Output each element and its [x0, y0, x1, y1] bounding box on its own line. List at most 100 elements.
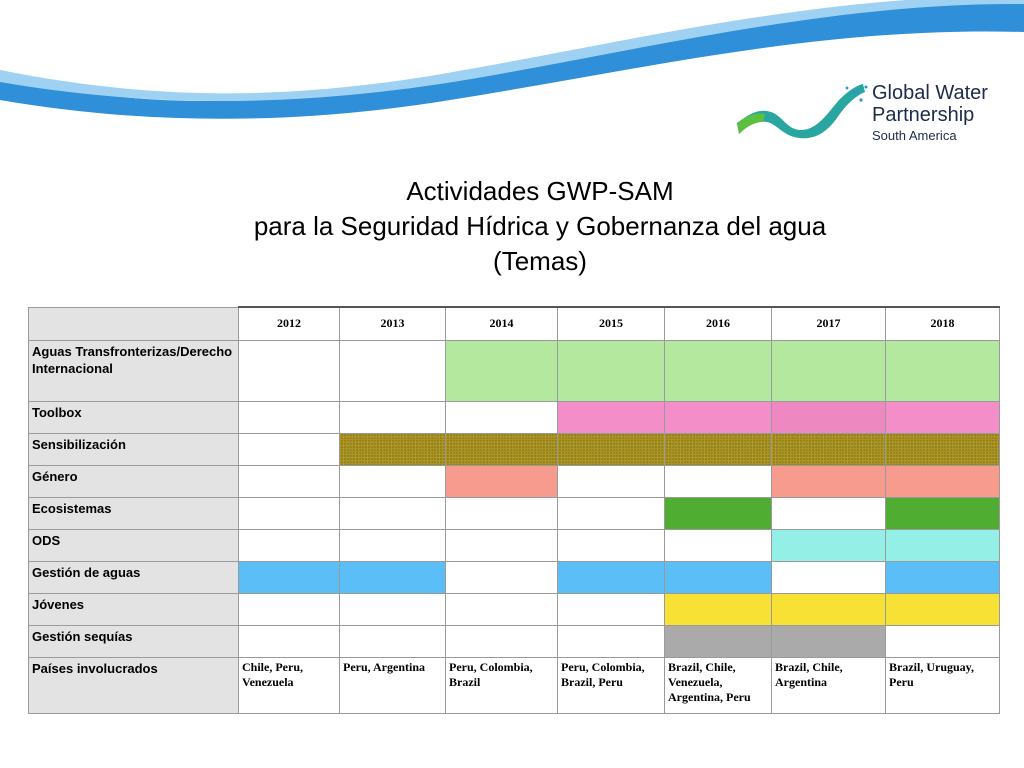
activity-cell-filled	[885, 339, 1000, 402]
row-label: Toolbox	[28, 400, 239, 434]
activity-cell-filled	[664, 400, 772, 434]
activity-cell-empty	[339, 339, 446, 402]
year-header: 2017	[771, 306, 886, 341]
activity-cell-filled	[771, 624, 886, 658]
activity-cell-empty	[445, 592, 558, 626]
activity-cell-filled	[664, 560, 772, 594]
activity-cell-empty	[238, 339, 340, 402]
activity-cell-filled	[445, 432, 558, 466]
year-header: 2018	[885, 306, 1000, 341]
activity-cell-filled	[885, 560, 1000, 594]
row-label: Jóvenes	[28, 592, 239, 626]
activity-cell-empty	[238, 496, 340, 530]
activity-cell-empty	[238, 464, 340, 498]
year-header: 2013	[339, 306, 446, 341]
header-corner-cell	[28, 306, 239, 341]
activity-cell-empty	[664, 464, 772, 498]
activity-cell-empty	[238, 432, 340, 466]
activity-cell-filled	[664, 592, 772, 626]
activity-cell-filled	[557, 400, 665, 434]
activity-cell-filled	[771, 432, 886, 466]
page-title: Actividades GWP-SAM para la Seguridad Hí…	[0, 174, 1024, 279]
activities-table: 2012 2013 2014 2015 2016 2017 2018 Aguas…	[28, 306, 1000, 714]
title-line-2: para la Seguridad Hídrica y Gobernanza d…	[253, 211, 827, 241]
activity-cell-empty	[557, 528, 665, 562]
activity-cell-filled	[445, 464, 558, 498]
activity-cell-empty	[238, 528, 340, 562]
activity-cell-empty	[339, 496, 446, 530]
activity-cell-empty	[339, 528, 446, 562]
activity-cell-empty	[238, 592, 340, 626]
activity-cell-filled	[339, 560, 446, 594]
row-label: Sensibilización	[28, 432, 239, 466]
activity-cell-filled	[885, 400, 1000, 434]
activity-cell-empty	[339, 592, 446, 626]
activity-cell-empty	[771, 560, 886, 594]
title-line-3: (Temas)	[493, 246, 587, 276]
activity-cell-filled	[771, 400, 886, 434]
activity-cell-filled	[664, 339, 772, 402]
countries-row: Países involucrados Chile, Peru, Venezue…	[28, 656, 1000, 714]
activity-cell-empty	[445, 496, 558, 530]
activity-cell-empty	[557, 464, 665, 498]
activity-cell-filled	[771, 464, 886, 498]
countries-cell: Brazil, Uruguay, Peru	[885, 656, 1000, 714]
year-header-row: 2012 2013 2014 2015 2016 2017 2018	[28, 306, 1000, 341]
activity-cell-filled	[885, 496, 1000, 530]
activity-cell-empty	[339, 464, 446, 498]
header-wave-graphic	[0, 0, 1024, 119]
activity-cell-filled	[557, 432, 665, 466]
gwp-logo: Global Water Partnership South America	[735, 78, 1015, 148]
row-label: Género	[28, 464, 239, 498]
activity-cell-empty	[557, 496, 665, 530]
activity-cell-empty	[445, 624, 558, 658]
year-header: 2012	[238, 306, 340, 341]
countries-cell: Peru, Argentina	[339, 656, 446, 714]
logo-line-2: Partnership	[872, 104, 975, 126]
year-header: 2014	[445, 306, 558, 341]
activity-cell-filled	[771, 592, 886, 626]
activity-cell-filled	[557, 560, 665, 594]
activity-cell-filled	[664, 496, 772, 530]
activity-cell-filled	[445, 339, 558, 402]
activity-cell-empty	[557, 592, 665, 626]
row-label: Gestión sequías	[28, 624, 239, 658]
activity-cell-filled	[885, 432, 1000, 466]
year-header: 2015	[557, 306, 665, 341]
water-splash-icon	[737, 84, 868, 139]
activity-cell-empty	[664, 528, 772, 562]
theme-row: Gestión de aguas	[28, 560, 1000, 594]
activity-cell-filled	[664, 624, 772, 658]
theme-row: Aguas Transfronterizas/Derecho Internaci…	[28, 339, 1000, 402]
theme-row: Sensibilización	[28, 432, 1000, 466]
activity-cell-empty	[339, 400, 446, 434]
logo-line-3: South America	[872, 128, 957, 143]
logo-line-1: Global Water	[872, 82, 988, 104]
activity-cell-filled	[339, 432, 446, 466]
activity-cell-empty	[557, 624, 665, 658]
activity-cell-filled	[885, 592, 1000, 626]
year-header: 2016	[664, 306, 772, 341]
countries-cell: Peru, Colombia, Brazil, Peru	[557, 656, 665, 714]
theme-row: Toolbox	[28, 400, 1000, 434]
activity-cell-empty	[885, 624, 1000, 658]
row-label: Aguas Transfronterizas/Derecho Internaci…	[28, 339, 239, 402]
row-label: ODS	[28, 528, 239, 562]
row-label: Países involucrados	[28, 656, 239, 714]
activity-cell-empty	[445, 400, 558, 434]
activity-cell-empty	[771, 496, 886, 530]
activity-cell-empty	[238, 400, 340, 434]
activity-cell-empty	[445, 560, 558, 594]
activity-cell-filled	[885, 528, 1000, 562]
activity-cell-filled	[885, 464, 1000, 498]
title-line-1: Actividades GWP-SAM	[406, 176, 674, 206]
row-label: Gestión de aguas	[28, 560, 239, 594]
countries-cell: Brazil, Chile, Argentina	[771, 656, 886, 714]
activity-cell-filled	[557, 339, 665, 402]
activity-cell-filled	[664, 432, 772, 466]
row-label: Ecosistemas	[28, 496, 239, 530]
theme-row: Ecosistemas	[28, 496, 1000, 530]
countries-cell: Brazil, Chile, Venezuela, Argentina, Per…	[664, 656, 772, 714]
theme-row: Género	[28, 464, 1000, 498]
activity-cell-filled	[771, 339, 886, 402]
